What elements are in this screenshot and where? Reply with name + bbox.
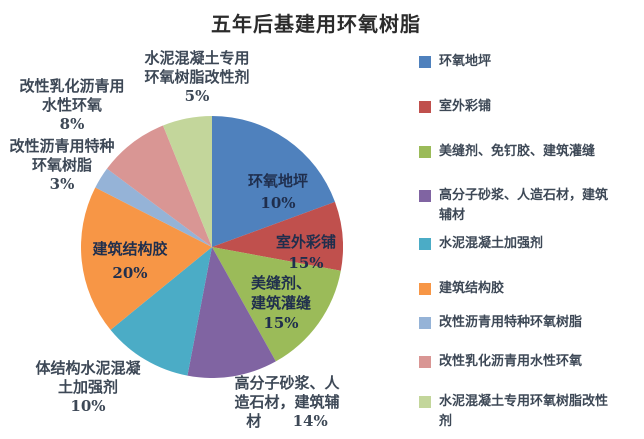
legend-swatch — [419, 317, 431, 329]
pie — [81, 116, 343, 379]
legend-label: 水泥混凝土专用环氧树脂改性剂 — [439, 394, 609, 429]
pie-label-joint-sealant: 美缝剂、 建筑灌缝 15% — [250, 274, 312, 332]
pie-slice-6 — [81, 187, 213, 330]
legend-swatch — [419, 238, 431, 250]
pie-slice-7 — [95, 168, 212, 247]
legend-swatch — [419, 283, 431, 295]
pie-label-cement-concrete-modifier: 水泥混凝土专用 环氧树脂改性剂 5% — [144, 49, 250, 105]
legend-label: 建筑结构胶 — [439, 281, 505, 296]
legend-swatch — [419, 190, 431, 202]
pie-slice-2 — [212, 201, 343, 271]
legend-item-structural-adhesive: 建筑结构胶 — [419, 279, 615, 299]
pie-slice-1 — [212, 116, 335, 247]
legend-swatch — [419, 356, 431, 368]
pie-svg — [81, 116, 343, 379]
pie-slice-4 — [187, 247, 276, 379]
chart-legend: 环氧地坪 室外彩铺 美缝剂、免钉胶、建筑灌缝 高分子砂浆、人造石材，建筑辅材 水… — [419, 0, 615, 439]
pie-label-epoxy-flooring: 环氧地坪 10% — [247, 172, 309, 212]
pie-slice-3 — [212, 247, 341, 362]
pie-slice-5 — [110, 247, 212, 376]
legend-swatch — [419, 396, 431, 408]
legend-item-polymer-mortar: 高分子砂浆、人造石材，建筑辅材 — [419, 186, 615, 226]
legend-item-concrete-strengthener: 水泥混凝土加强剂 — [419, 234, 615, 254]
legend-item-special-epoxy-resin: 改性沥青用特种环氧树脂 — [419, 313, 615, 333]
legend-item-waterborne-epoxy: 改性乳化沥青用水性环氧 — [419, 352, 615, 372]
pie-label-special-epoxy-resin: 改性沥青用特种 环氧树脂 3% — [9, 137, 115, 193]
legend-label: 高分子砂浆、人造石材，建筑辅材 — [439, 188, 609, 223]
pie-label-structural-adhesive: 建筑结构胶 20% — [92, 240, 168, 282]
pie-slice-9 — [163, 116, 212, 247]
legend-item-epoxy-flooring: 环氧地坪 — [419, 52, 615, 72]
pie-slice-8 — [106, 125, 212, 247]
legend-item-joint-sealant: 美缝剂、免钉胶、建筑灌缝 — [419, 142, 615, 162]
legend-label: 改性沥青用特种环氧树脂 — [439, 315, 583, 330]
legend-label: 水泥混凝土加强剂 — [439, 236, 544, 251]
pie-label-waterborne-epoxy: 改性乳化沥青用 水性环氧 8% — [19, 77, 125, 133]
pie-label-outdoor-color-paving: 室外彩铺 15% — [275, 233, 337, 272]
pie-label-polymer-mortar: 高分子砂浆、人 造石材，建筑辅 材 14% — [234, 374, 340, 430]
legend-label: 改性乳化沥青用水性环氧 — [439, 354, 583, 369]
chart-title: 五年后基建用环氧树脂 — [211, 12, 421, 36]
legend-label: 室外彩铺 — [439, 99, 492, 114]
legend-label: 美缝剂、免钉胶、建筑灌缝 — [439, 144, 596, 159]
pie-label-concrete-strengthener: 体结构水泥混凝 土加强剂 10% — [35, 359, 141, 415]
legend-swatch — [419, 146, 431, 158]
legend-swatch — [419, 56, 431, 68]
legend-item-cement-concrete-modifier: 水泥混凝土专用环氧树脂改性剂 — [419, 392, 615, 432]
legend-label: 环氧地坪 — [439, 54, 492, 69]
legend-swatch — [419, 101, 431, 113]
legend-item-outdoor-color-paving: 室外彩铺 — [419, 97, 615, 117]
